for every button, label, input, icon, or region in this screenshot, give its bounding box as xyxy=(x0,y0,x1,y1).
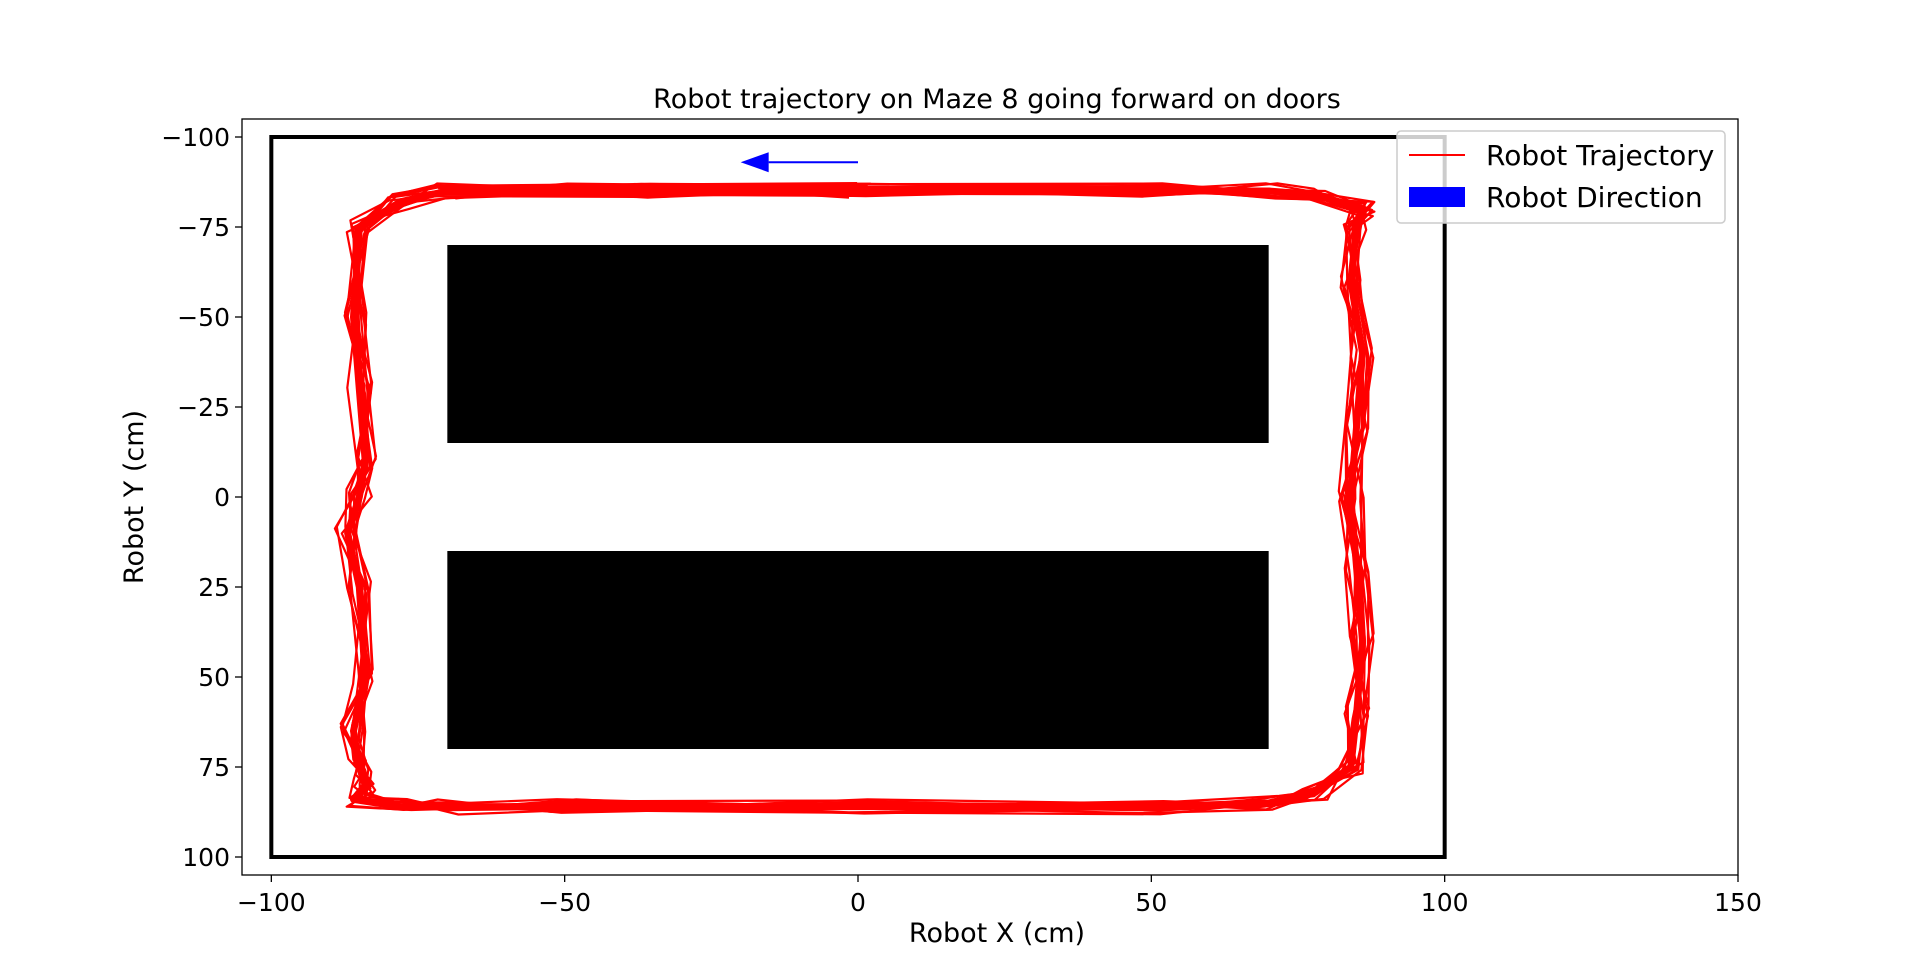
axes: −100 −50 0 50 100 150 −100 −75 −50 −25 0 25 50 75 100 xyxy=(161,118,1762,917)
direction-arrow-head xyxy=(740,152,769,173)
x-tick-label: 0 xyxy=(850,888,866,917)
x-tick-label: 100 xyxy=(1421,888,1469,917)
trajectory-line xyxy=(347,182,1368,813)
axes-frame xyxy=(241,118,1739,876)
maze-obstacle-2 xyxy=(447,551,1269,749)
legend: Robot Trajectory Robot Direction xyxy=(1396,130,1726,224)
y-tick-label: −100 xyxy=(161,123,230,152)
chart-title: Robot trajectory on Maze 8 going forward… xyxy=(653,84,1341,115)
maze-boundary xyxy=(269,135,1447,859)
x-tick-label: 150 xyxy=(1714,888,1762,917)
y-axis-label: Robot Y (cm) xyxy=(119,410,150,584)
legend-trajectory-label: Robot Trajectory xyxy=(1486,139,1714,172)
y-tick-label: 75 xyxy=(198,753,230,782)
plot-area xyxy=(269,135,1447,859)
x-tick-label: 50 xyxy=(1135,888,1167,917)
y-tick-label: −75 xyxy=(177,213,230,242)
y-tick-label: −25 xyxy=(177,393,230,422)
maze-obstacle-1 xyxy=(447,245,1269,443)
trajectory-line xyxy=(335,182,1371,810)
y-tick-label: 100 xyxy=(182,843,230,872)
x-tick-label: −50 xyxy=(538,888,591,917)
y-tick-label: 50 xyxy=(198,663,230,692)
trajectory-line xyxy=(346,183,1369,814)
x-tick-label: −100 xyxy=(237,888,306,917)
legend-direction-label: Robot Direction xyxy=(1486,181,1703,214)
legend-direction-swatch xyxy=(1409,187,1465,207)
trajectory-line xyxy=(346,182,1370,812)
y-tick-label: −50 xyxy=(177,303,230,332)
y-tick-label: 25 xyxy=(198,573,230,602)
legend-frame xyxy=(1396,130,1726,224)
y-tick-label: 0 xyxy=(214,483,230,512)
x-axis-label: Robot X (cm) xyxy=(909,918,1085,949)
